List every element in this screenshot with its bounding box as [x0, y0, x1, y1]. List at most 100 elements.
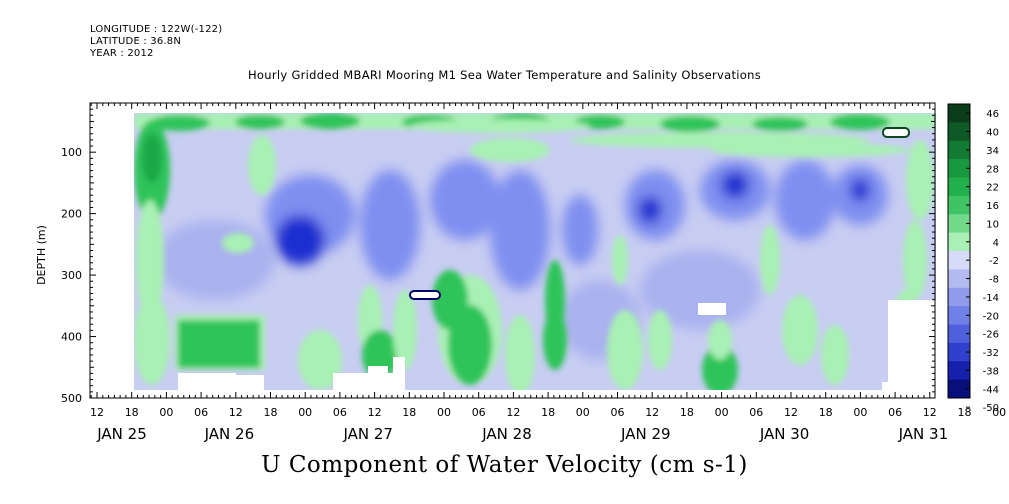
positive-velocity-cell [432, 270, 468, 330]
negative-velocity-cell [640, 250, 760, 330]
positive-velocity-cell [235, 115, 285, 129]
colorbar-label: -20 [983, 311, 999, 322]
positive-velocity-cell [821, 325, 849, 385]
colorbar-label: -14 [983, 293, 999, 304]
colorbar-segment [948, 306, 970, 325]
y-tick-label: 300 [61, 269, 82, 282]
x-tick-label: 12 [229, 406, 243, 419]
missing-data-gap [236, 375, 264, 390]
latitude-label: LATITUDE : 36.8N [90, 36, 182, 47]
colorbar-label: 28 [986, 164, 999, 175]
negative-velocity-cell [721, 171, 749, 199]
colorbar-label: -8 [989, 275, 999, 286]
x-tick-label: 00 [576, 406, 590, 419]
colorbar-segment [948, 159, 970, 178]
x-tick-label: 06 [333, 406, 347, 419]
positive-velocity-cell [660, 116, 720, 132]
colorbar-label: 40 [986, 128, 999, 139]
negative-velocity-cell [275, 215, 325, 265]
positive-velocity-cell [710, 143, 910, 157]
positive-velocity-cell [136, 200, 164, 320]
colorbar-label: 34 [986, 146, 999, 157]
x-tick-label: 18 [819, 406, 833, 419]
x-tick-label: 00 [159, 406, 173, 419]
negative-velocity-cell [155, 220, 275, 300]
x-tick-label: 12 [506, 406, 520, 419]
colorbar-label: 22 [986, 183, 999, 194]
negative-velocity-regions [155, 160, 888, 360]
positive-velocity-cell [150, 115, 210, 131]
missing-data-gap [882, 382, 890, 390]
colorbar-label: -44 [983, 385, 999, 396]
colorbar-label: -26 [983, 330, 999, 341]
positive-velocity-cell [702, 345, 738, 390]
positive-velocity-cell [906, 140, 934, 220]
colorbar-label: 4 [993, 238, 999, 249]
colorbar-segment [948, 379, 970, 399]
colorbar-segment [948, 361, 970, 381]
year-label: YEAR : 2012 [90, 48, 154, 59]
x-tick-label: 00 [298, 406, 312, 419]
missing-data-gap [698, 303, 726, 315]
x-tick-label: 12 [368, 406, 382, 419]
colorbar-segment [948, 324, 970, 344]
x-tick-label: 18 [125, 406, 139, 419]
x-tick-label: 06 [749, 406, 763, 419]
colorbar-segment [948, 177, 970, 197]
date-label: JAN 27 [342, 425, 393, 443]
positive-velocity-cell [300, 113, 360, 129]
colorbar-label: -50 [983, 403, 999, 414]
negative-velocity-cell [638, 196, 662, 224]
colorbar-label: -38 [983, 366, 999, 377]
positive-velocity-cell [134, 295, 170, 385]
positive-velocity-cell [708, 320, 732, 360]
colorbar-label: 46 [986, 109, 999, 120]
positive-velocity-cell [830, 114, 890, 130]
date-label: JAN 30 [759, 425, 810, 443]
x-tick-label: 18 [402, 406, 416, 419]
positive-velocity-cell [178, 320, 260, 368]
missing-data-gap [409, 290, 441, 300]
positive-velocity-cell [607, 310, 643, 390]
y-tick-label: 500 [61, 392, 82, 405]
colorbar-label: 10 [986, 219, 999, 230]
missing-data-gap [888, 300, 936, 390]
positive-velocity-cell [410, 119, 590, 133]
negative-velocity-cell [430, 160, 500, 240]
x-tick-label: 00 [992, 406, 1006, 419]
colorbar-segment [948, 195, 970, 215]
missing-data-gap [178, 373, 236, 390]
date-label: JAN 31 [898, 425, 949, 443]
colorbar-segment [948, 104, 970, 123]
colorbar-label: 16 [986, 201, 999, 212]
colorbar-segment [948, 287, 970, 307]
x-tick-label: 00 [853, 406, 867, 419]
colorbar-segment [948, 122, 970, 142]
negative-velocity-cell [360, 170, 420, 280]
positive-velocity-cell [298, 330, 342, 390]
positive-velocity-cell [222, 233, 254, 253]
negative-velocity-cell [490, 170, 550, 290]
colorbar-label: -2 [989, 256, 999, 267]
x-tick-label: 06 [888, 406, 902, 419]
heatmap-field [134, 113, 936, 390]
x-tick-label: 06 [472, 406, 486, 419]
missing-data-gap [333, 373, 393, 390]
positive-velocity-cell [393, 290, 417, 370]
positive-velocity-cell [752, 117, 808, 131]
x-tick-label: 12 [923, 406, 937, 419]
positive-velocity-cell [782, 295, 818, 365]
x-tick-label: 06 [611, 406, 625, 419]
date-label: JAN 28 [481, 425, 532, 443]
x-tick-label: 18 [264, 406, 278, 419]
positive-velocity-cell [612, 235, 628, 285]
chart-title: Hourly Gridded MBARI Mooring M1 Sea Wate… [247, 68, 762, 82]
x-tick-label: 18 [680, 406, 694, 419]
y-axis-label: DEPTH (m) [35, 225, 48, 285]
colorbar-frame [947, 103, 971, 399]
colorbar-segment [948, 342, 970, 362]
x-tick-label: 18 [541, 406, 555, 419]
x-tick-label: 12 [784, 406, 798, 419]
missing-data-regions [178, 127, 936, 390]
colorbar-segment [948, 269, 970, 289]
